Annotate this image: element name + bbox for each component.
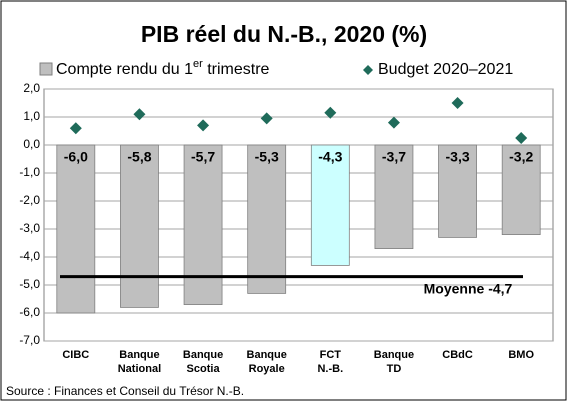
bar — [310, 144, 350, 266]
bar — [501, 144, 541, 235]
y-tick-label: -4,0 — [19, 249, 40, 263]
x-tick-label: FCT N.-B. — [317, 349, 343, 375]
bar-value-label: -3,3 — [446, 149, 470, 165]
legend-marker — [363, 65, 373, 75]
legend-label: Compte rendu du 1er trimestre — [56, 58, 270, 78]
bar-value-label: -4,3 — [318, 149, 342, 165]
diamond-marker — [133, 108, 146, 121]
diamond-marker — [69, 122, 82, 135]
y-tick-label: -7,0 — [19, 333, 40, 347]
diamond-marker — [387, 116, 400, 129]
source-note: Source : Finances et Conseil du Trésor N… — [6, 384, 244, 398]
y-tick-label: 0,0 — [23, 137, 40, 151]
x-tick-label: CBdC — [442, 349, 473, 361]
x-tick-label: CIBC — [62, 349, 89, 361]
y-tick-label: -5,0 — [19, 277, 40, 291]
bar-value-label: -5,7 — [191, 149, 215, 165]
bar-value-label: -5,3 — [255, 149, 279, 165]
diamond-marker — [324, 106, 337, 119]
x-tick-label: BMO — [508, 349, 534, 361]
y-tick-label: 2,0 — [23, 81, 40, 95]
average-label: Moyenne -4,7 — [424, 280, 513, 296]
diamond-marker — [197, 119, 210, 132]
x-tick-label: Banque Royale — [247, 349, 287, 375]
bar-value-label: -3,7 — [382, 149, 406, 165]
x-tick-label: Banque Scotia — [183, 349, 223, 375]
bar — [374, 144, 414, 249]
y-tick-label: 1,0 — [23, 109, 40, 123]
x-tick-label: Banque National — [118, 349, 161, 375]
legend-label: Budget 2020–2021 — [378, 61, 513, 78]
chart-title: PIB réel du N.-B., 2020 (%) — [141, 21, 427, 47]
y-tick-label: -2,0 — [19, 193, 40, 207]
bar — [56, 144, 96, 314]
diamond-marker — [451, 97, 464, 109]
diamond-marker — [515, 132, 528, 144]
diamond-marker — [260, 112, 273, 125]
bar — [438, 144, 477, 238]
bar-value-label: -6,0 — [64, 149, 88, 165]
y-tick-label: -6,0 — [19, 305, 40, 319]
bar — [120, 144, 159, 308]
y-tick-label: -1,0 — [19, 165, 40, 179]
x-tick-label: Banque TD — [374, 349, 414, 375]
bar-value-label: -3,2 — [509, 149, 533, 165]
bar — [183, 144, 223, 306]
bar — [247, 144, 287, 294]
bar-value-label: -5,8 — [127, 149, 151, 165]
legend-swatch — [39, 62, 53, 76]
y-tick-label: -3,0 — [19, 221, 40, 235]
